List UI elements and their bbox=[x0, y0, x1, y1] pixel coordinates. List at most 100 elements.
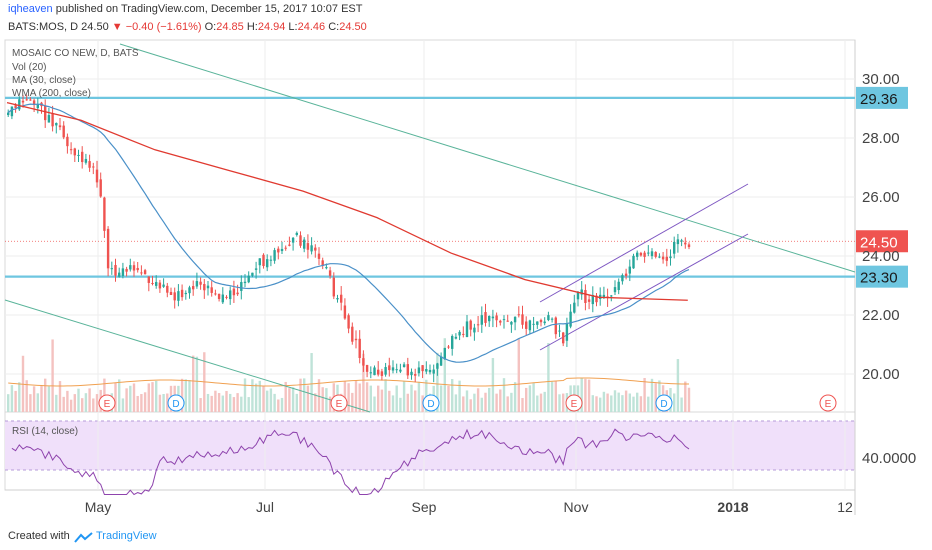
volume-bar bbox=[151, 382, 154, 412]
candle-body bbox=[173, 292, 176, 301]
candle-body bbox=[414, 374, 417, 376]
legend-wma: WMA (200, close) bbox=[12, 88, 91, 99]
candle-body bbox=[225, 296, 228, 298]
volume-bar bbox=[217, 393, 221, 412]
volume-bar bbox=[680, 397, 683, 412]
created-with-text: Created with bbox=[8, 530, 70, 542]
volume-bar bbox=[476, 388, 480, 412]
volume-bar bbox=[29, 394, 32, 412]
candle-body bbox=[180, 289, 184, 298]
candle-body bbox=[539, 319, 543, 323]
volume-bar bbox=[406, 393, 409, 412]
volume-ma-line bbox=[8, 377, 690, 387]
volume-bar bbox=[580, 378, 583, 412]
volume-bar bbox=[391, 395, 395, 412]
candle-body bbox=[84, 158, 88, 163]
candle-body bbox=[106, 228, 110, 269]
lower-trendline bbox=[4, 299, 371, 413]
candle-body bbox=[210, 287, 213, 293]
volume-bar bbox=[51, 339, 54, 412]
candle-body bbox=[151, 283, 154, 285]
candle-body bbox=[521, 314, 524, 325]
volume-bar bbox=[14, 390, 17, 412]
earnings-marker bbox=[819, 394, 837, 412]
candle-body bbox=[491, 316, 495, 319]
volume-bar bbox=[369, 385, 372, 412]
candle-body bbox=[495, 315, 498, 321]
candle-body bbox=[650, 251, 654, 257]
author-link[interactable]: iqheaven bbox=[8, 3, 53, 15]
upper-trendline bbox=[119, 43, 856, 273]
candle-body bbox=[417, 367, 421, 374]
candle-body bbox=[565, 323, 569, 341]
candle-body bbox=[547, 315, 550, 321]
candle-body bbox=[121, 268, 125, 276]
rsi-legend: RSI (14, close) bbox=[12, 426, 78, 437]
legend-ma: MA (30, close) bbox=[12, 75, 76, 86]
volume-bar bbox=[384, 379, 387, 412]
volume-bar bbox=[254, 383, 258, 412]
candle-body bbox=[624, 273, 628, 276]
earnings-marker bbox=[98, 394, 116, 412]
volume-bar bbox=[132, 383, 136, 412]
candle-body bbox=[377, 369, 380, 375]
candle-body bbox=[317, 253, 321, 259]
candle-body bbox=[458, 331, 461, 336]
publish-info: iqheaven published on TradingView.com, D… bbox=[8, 3, 362, 15]
candle-body bbox=[684, 242, 687, 245]
close-label: C: bbox=[328, 21, 340, 33]
volume-bar bbox=[158, 394, 162, 412]
candle-body bbox=[395, 369, 398, 371]
candle-body bbox=[410, 371, 413, 376]
volume-bar bbox=[10, 385, 14, 412]
volume-bar bbox=[373, 396, 376, 412]
candle-body bbox=[10, 106, 14, 117]
candle-body bbox=[243, 281, 247, 284]
volume-bar bbox=[121, 398, 125, 412]
volume-bar bbox=[399, 397, 402, 412]
volume-bar bbox=[306, 385, 310, 412]
dividend-marker bbox=[167, 394, 185, 412]
volume-bar bbox=[143, 392, 147, 412]
volume-bar bbox=[358, 383, 361, 412]
axis-labels: 30.00 28.00 26.00 24.00 22.00 20.00 May Jul Sep N… bbox=[85, 71, 916, 515]
volume-bar bbox=[114, 382, 117, 412]
candle-body bbox=[576, 292, 580, 300]
volume-bar bbox=[229, 393, 232, 412]
candle-body bbox=[217, 293, 221, 299]
event-marker-label: E bbox=[825, 399, 832, 410]
candle-body bbox=[103, 197, 106, 231]
dividend-marker bbox=[422, 394, 440, 412]
x-tick-label: May bbox=[85, 499, 111, 515]
last-price-tag bbox=[856, 230, 908, 253]
candle-body bbox=[177, 291, 180, 301]
candle-body bbox=[425, 369, 428, 372]
candle-body bbox=[114, 265, 117, 276]
volume-bar bbox=[162, 394, 165, 412]
candle-body bbox=[232, 288, 236, 296]
volume-bar bbox=[617, 392, 620, 412]
candle-body bbox=[402, 364, 406, 368]
candle-body bbox=[66, 136, 69, 147]
candle-body bbox=[399, 369, 402, 372]
candle-body bbox=[365, 364, 369, 372]
candle-body bbox=[169, 291, 173, 295]
volume-bar bbox=[44, 378, 47, 412]
tradingview-link[interactable]: TradingView bbox=[96, 530, 157, 542]
candle-body bbox=[81, 151, 84, 163]
volume-bar bbox=[495, 393, 498, 412]
candle-body bbox=[384, 367, 387, 375]
close-value: 24.50 bbox=[339, 21, 367, 33]
volume-bar bbox=[491, 358, 495, 412]
volume-bar bbox=[62, 396, 65, 412]
candle-body bbox=[639, 252, 643, 256]
volume-bar bbox=[591, 395, 594, 412]
candle-body bbox=[143, 270, 147, 275]
volume-bar bbox=[606, 393, 609, 412]
volume-bar bbox=[484, 392, 487, 412]
candle-body bbox=[454, 336, 458, 339]
volume-bar bbox=[77, 388, 80, 412]
volume-bar bbox=[380, 389, 384, 412]
volume-bar bbox=[192, 355, 195, 412]
